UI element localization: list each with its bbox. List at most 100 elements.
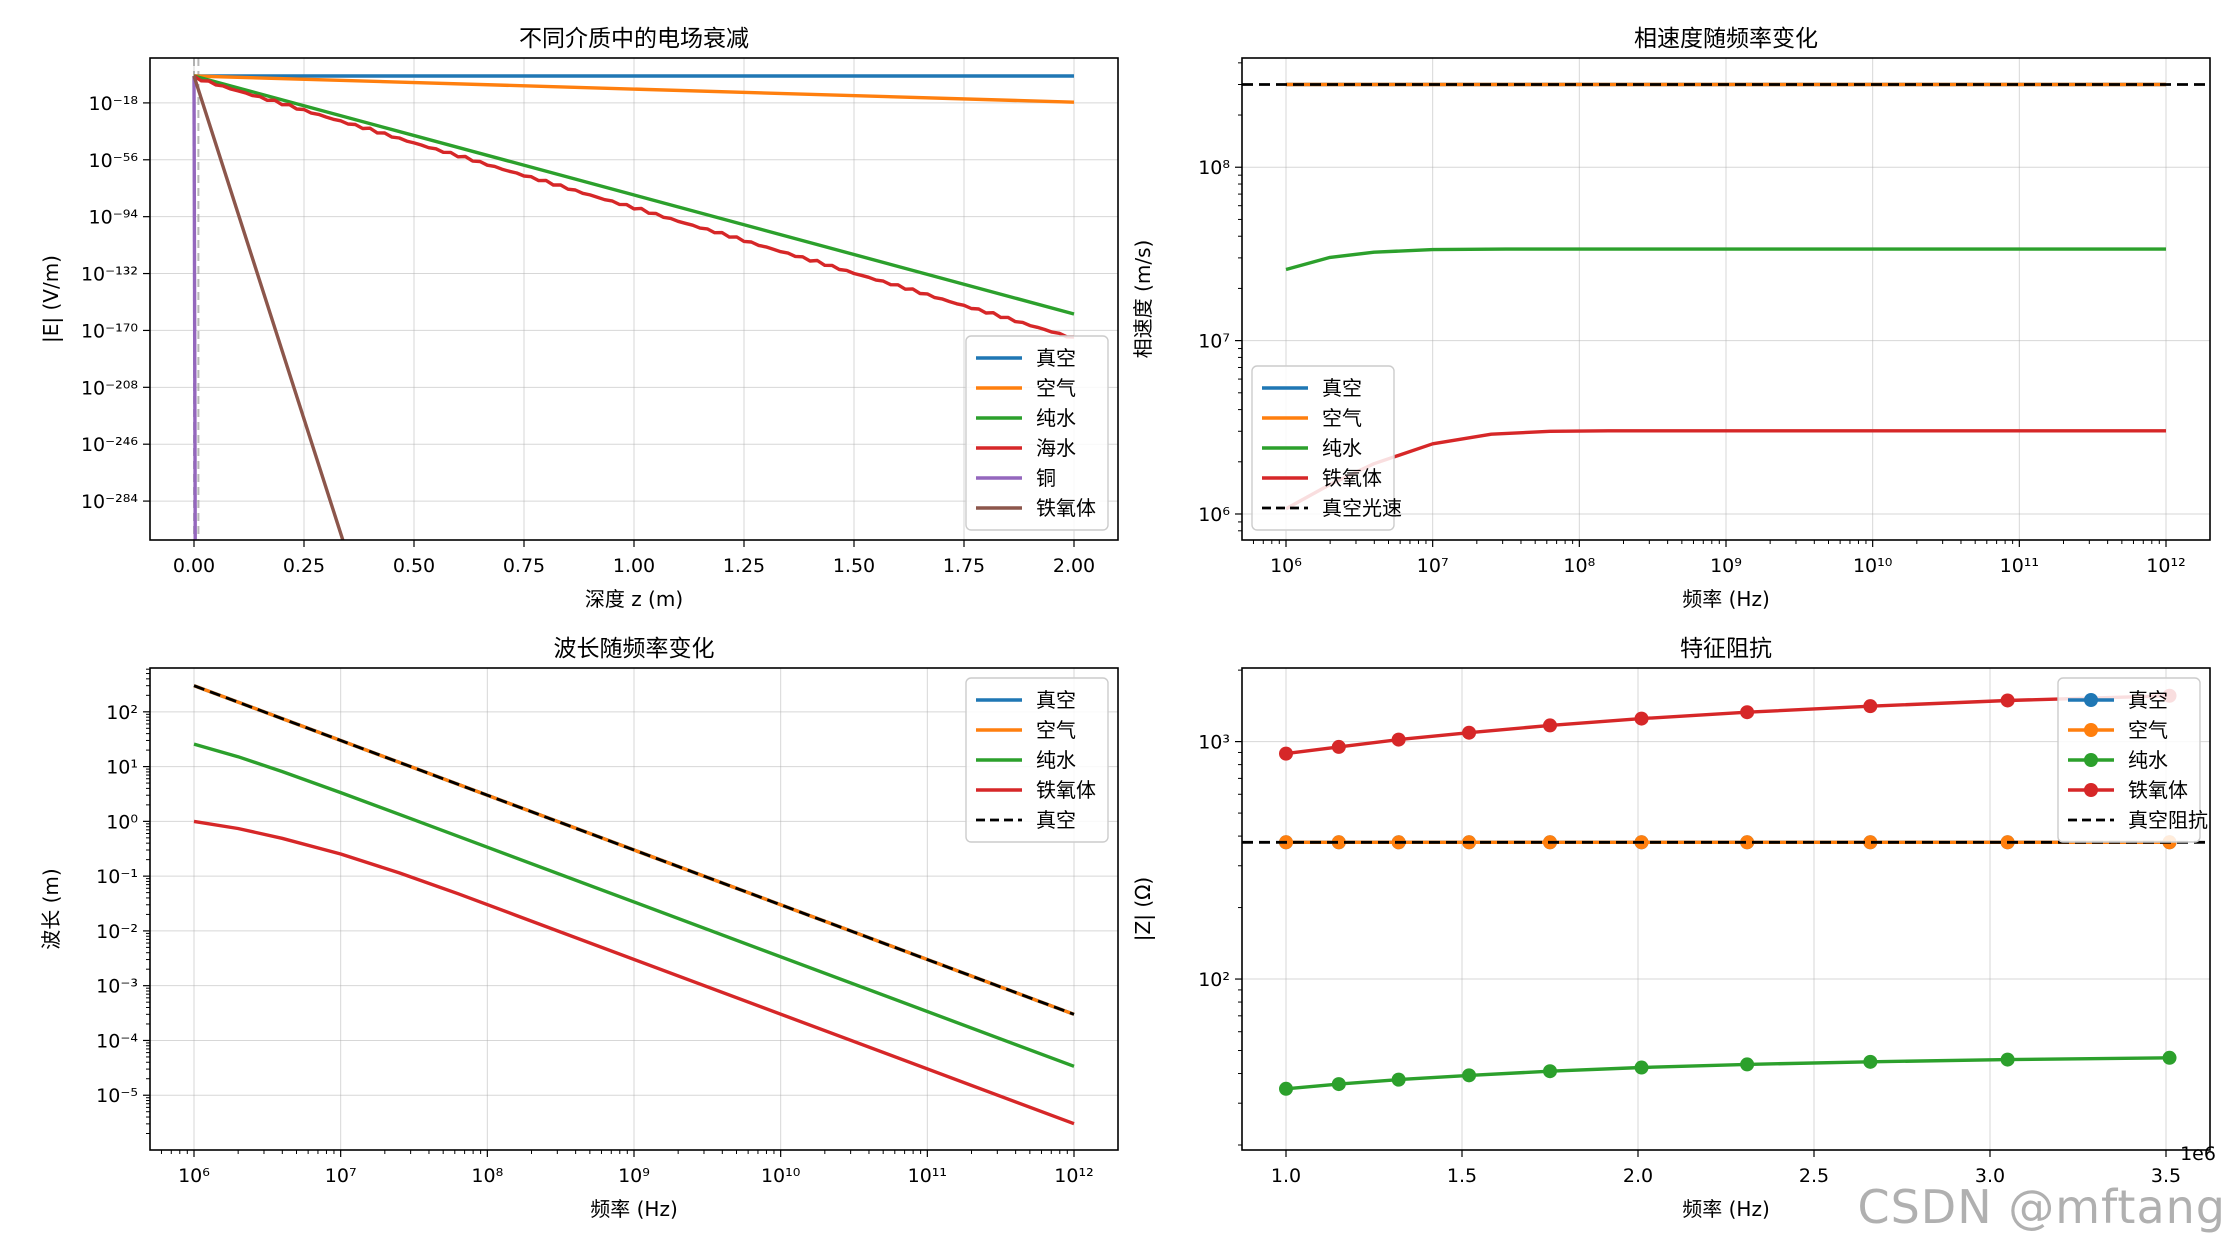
legend-label: 真空阻抗 — [2128, 808, 2208, 832]
data-point — [1462, 725, 1477, 740]
x-tick-label: 2.0 — [1623, 1165, 1653, 1187]
x-tick-label: 2.5 — [1799, 1165, 1829, 1187]
legend-label: 铁氧体 — [1322, 466, 1382, 490]
legend-label: 铜 — [1036, 466, 1056, 490]
data-point — [1863, 835, 1878, 850]
legend-box — [965, 335, 1109, 531]
data-point — [1634, 1060, 1649, 1075]
data-point — [1331, 1077, 1346, 1092]
panel-attenuation: 0.00 0.25 0.50 0.75 1.00 1.25 1.50 1.75 2.00 10⁻¹… — [39, 26, 1119, 611]
series-line-5 — [192, 75, 345, 540]
legend-label: 铁氧体 — [1036, 496, 1096, 520]
data-point — [1279, 1081, 1293, 1096]
x-tick-label: 1.0 — [1271, 1165, 1301, 1187]
legend-marker — [2084, 753, 2098, 767]
data-point — [2000, 693, 2015, 708]
axes-frame — [149, 667, 1119, 1151]
data-point — [1391, 732, 1406, 747]
x-tick-label: 0.50 — [393, 555, 435, 577]
x-tick-label: 10¹¹ — [2000, 555, 2039, 577]
series-line-1 — [193, 74, 1075, 104]
legend-label: 纯水 — [1322, 436, 1362, 460]
series-line-2 — [193, 742, 1075, 1068]
data-point — [1391, 1072, 1406, 1087]
series-line-3 — [193, 74, 1075, 339]
watermark: CSDN @mftang — [1857, 1180, 2226, 1234]
axes-frame — [1241, 57, 2211, 541]
x-tick-label: 10¹⁰ — [761, 1165, 800, 1187]
x-tick-label: 0.00 — [173, 555, 215, 577]
legend-box — [2057, 677, 2201, 843]
series-line-2 — [193, 74, 1075, 316]
series-line-3 — [1285, 694, 2170, 756]
x-tick-label: 10¹¹ — [908, 1165, 947, 1187]
x-tick-label: 10¹⁰ — [1853, 555, 1892, 577]
y-axis-label: |Z| (Ω) — [1131, 877, 1155, 941]
legend-label: 空气 — [1036, 376, 1076, 400]
axes-frame — [149, 57, 1119, 541]
x-tick-label: 10⁷ — [1417, 555, 1449, 577]
legend-label: 铁氧体 — [2128, 778, 2188, 802]
x-tick-label: 10⁷ — [325, 1165, 357, 1187]
legend-label: 纯水 — [2128, 748, 2168, 772]
y-tick-label: 10⁻³ — [96, 976, 138, 998]
legend-label: 真空 — [1322, 376, 1362, 400]
legend-marker — [2084, 783, 2098, 797]
x-tick-label: 10¹² — [1054, 1165, 1093, 1187]
legend-label: 空气 — [1036, 718, 1076, 742]
series-line-2 — [1285, 1056, 2170, 1091]
data-point — [1543, 1064, 1557, 1079]
data-point — [1740, 705, 1755, 720]
x-axis-label: 深度 z (m) — [585, 587, 683, 611]
series-line-4 — [193, 684, 1075, 1016]
legend-marker — [2084, 693, 2098, 707]
x-tick-label: 1.00 — [613, 555, 655, 577]
legend-label: 真空 — [1036, 688, 1076, 712]
x-tick-label: 1.75 — [943, 555, 985, 577]
legend-label: 海水 — [1036, 436, 1076, 460]
data-point — [2000, 1052, 2015, 1067]
legend-label: 空气 — [1322, 406, 1362, 430]
y-tick-label: 10³ — [1198, 732, 1230, 754]
data-point — [2162, 1050, 2177, 1065]
legend-label: 真空 — [1036, 808, 1076, 832]
x-tick-label: 10⁶ — [178, 1165, 210, 1187]
y-tick-label: 10⁸ — [1198, 157, 1230, 179]
y-axis-label: 相速度 (m/s) — [1131, 240, 1155, 359]
x-axis-label: 频率 (Hz) — [1682, 587, 1770, 611]
chart-title: 相速度随频率变化 — [1634, 26, 1818, 52]
data-point — [1740, 1057, 1755, 1072]
y-tick-label: 10⁰ — [106, 811, 138, 833]
x-tick-label: 10⁹ — [1710, 555, 1742, 577]
y-tick-label: 10⁻² — [96, 921, 138, 943]
legend-label: 真空 — [1036, 346, 1076, 370]
legend-label: 真空光速 — [1322, 496, 1402, 520]
x-tick-label: 10⁹ — [618, 1165, 650, 1187]
plot-area — [1242, 688, 2210, 1096]
y-tick-label: 10⁻¹⁸ — [89, 93, 138, 115]
y-tick-label: 10⁷ — [1198, 331, 1230, 353]
panel-wavelength: 10⁶ 10⁷ 10⁸ 10⁹ 10¹⁰ 10¹¹ 10¹² 10² 10¹ 10⁰ 10⁻¹ 10⁻… — [39, 636, 1119, 1221]
data-point — [1634, 711, 1649, 726]
data-point — [1543, 718, 1557, 733]
y-tick-label: 10⁻²⁴⁶ — [81, 434, 138, 456]
panel-phase-velocity: 10⁶ 10⁷ 10⁸ 10⁹ 10¹⁰ 10¹¹ 10¹² 10⁶ 10⁷ 10⁸ 相速度随频率变… — [1131, 26, 2211, 611]
data-point — [1740, 835, 1755, 850]
y-tick-label: 10⁻¹ — [96, 866, 138, 888]
x-tick-label: 10¹² — [2146, 555, 2185, 577]
y-axis-label: 波长 (m) — [39, 868, 63, 949]
x-tick-label: 10⁶ — [1270, 555, 1302, 577]
legend-box — [965, 677, 1109, 843]
y-tick-label: 10⁻²⁸⁴ — [81, 491, 138, 513]
plot-area — [192, 58, 1075, 540]
legend-label: 纯水 — [1036, 406, 1076, 430]
plot-area — [193, 684, 1075, 1126]
x-axis-label: 频率 (Hz) — [590, 1197, 678, 1221]
y-tick-label: 10⁻⁹⁴ — [89, 207, 139, 229]
